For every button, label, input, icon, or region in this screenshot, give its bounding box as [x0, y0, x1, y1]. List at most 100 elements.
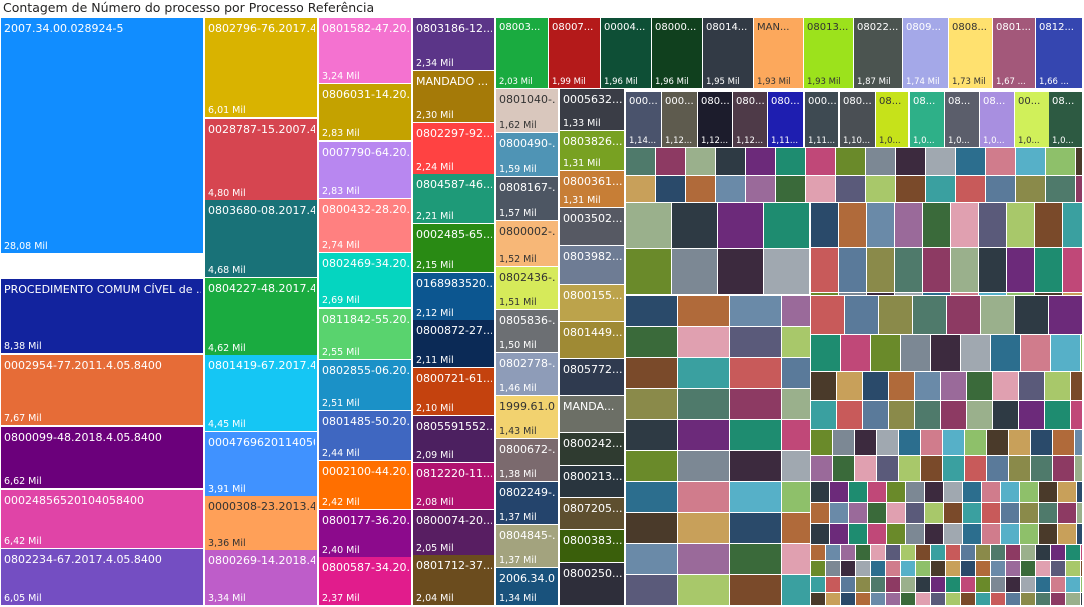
treemap-tile-small[interactable] — [906, 503, 925, 524]
treemap-tile-small[interactable] — [982, 482, 1001, 503]
treemap-tile-small[interactable] — [923, 203, 951, 248]
treemap-tile-small[interactable] — [826, 593, 841, 606]
treemap-tile-small[interactable] — [1066, 593, 1081, 606]
treemap-tile-small[interactable] — [931, 593, 946, 606]
treemap-tile-small[interactable] — [730, 451, 782, 482]
treemap-tile-small[interactable] — [686, 148, 716, 176]
treemap-tile-small[interactable] — [991, 335, 1021, 372]
treemap-tile-small[interactable] — [916, 545, 931, 561]
treemap-tile[interactable]: 0800002-... 1,52 Mil — [496, 221, 559, 267]
treemap-tile-small[interactable] — [1020, 503, 1039, 524]
treemap-tile-small[interactable] — [956, 176, 986, 203]
treemap-tile-small[interactable] — [810, 203, 811, 249]
treemap-tile-small[interactable] — [782, 420, 811, 451]
treemap-tile-small[interactable] — [626, 295, 672, 296]
treemap-tile-small[interactable] — [782, 451, 811, 482]
treemap-tile-small[interactable] — [1077, 503, 1083, 524]
treemap-tile-small[interactable] — [833, 456, 855, 482]
treemap-tile-small[interactable] — [1035, 203, 1063, 248]
treemap-tile-small[interactable] — [1006, 545, 1021, 561]
treemap-tile-small[interactable] — [839, 203, 867, 248]
treemap-tile-small[interactable] — [899, 430, 921, 456]
treemap-tile-small[interactable] — [877, 430, 899, 456]
treemap-tile-small[interactable] — [981, 296, 1015, 335]
treemap-tile-small[interactable] — [730, 358, 782, 389]
treemap-tile-small[interactable] — [1006, 593, 1021, 606]
treemap-tile[interactable]: 0802796-76.2017.4... 6,01 Mil — [205, 18, 318, 118]
treemap-tile[interactable]: MANDADO ... 2,30 Mil — [413, 71, 495, 123]
treemap-tile-small[interactable] — [626, 389, 678, 420]
treemap-tile-small[interactable] — [982, 503, 1001, 524]
treemap-tile-small[interactable] — [895, 248, 923, 293]
treemap-tile[interactable]: 0803982... — [560, 246, 625, 285]
treemap-tile-small[interactable] — [849, 482, 868, 503]
treemap-tile-small[interactable] — [841, 335, 871, 372]
treemap-tile-small[interactable] — [923, 248, 951, 293]
treemap-tile-small[interactable] — [678, 420, 730, 451]
treemap-tile-small[interactable] — [1039, 524, 1058, 545]
treemap-tile[interactable]: 000... 1,12... — [662, 92, 698, 148]
treemap-tile-small[interactable] — [849, 524, 868, 545]
treemap-tile[interactable]: 0806031-14.20... 2,83 Mil — [319, 84, 412, 141]
treemap-tile-small[interactable] — [1081, 593, 1083, 606]
treemap-tile-small[interactable] — [782, 389, 811, 420]
treemap-tile-small[interactable] — [1046, 148, 1076, 176]
treemap-tile-small[interactable] — [889, 401, 915, 430]
treemap-tile-small[interactable] — [976, 545, 991, 561]
treemap-tile-small[interactable] — [956, 148, 986, 176]
treemap-tile-small[interactable] — [931, 335, 961, 372]
treemap-tile-small[interactable] — [776, 176, 806, 203]
treemap-tile-small[interactable] — [837, 401, 863, 430]
treemap-tile-small[interactable] — [678, 358, 730, 389]
treemap-tile-small[interactable] — [1035, 293, 1063, 296]
treemap-tile-small[interactable] — [993, 401, 1019, 430]
treemap-tile-small[interactable] — [830, 482, 849, 503]
treemap-tile-small[interactable] — [672, 203, 718, 249]
treemap-tile-small[interactable] — [1076, 176, 1083, 203]
treemap-tile[interactable]: 0802297-92.... 2,24 Mil — [413, 123, 495, 175]
treemap-tile[interactable]: 08... 1,0... — [876, 92, 909, 148]
treemap-tile-small[interactable] — [863, 401, 889, 430]
treemap-tile[interactable]: 0812... 1,66 ... — [1036, 18, 1083, 89]
treemap-tile[interactable]: 0002100-44.20... 2,42 Mil — [319, 461, 412, 510]
treemap-tile[interactable]: 0002954-77.2011.4.05.8400 7,67 Mil — [1, 355, 204, 426]
treemap-tile-small[interactable] — [965, 430, 987, 456]
treemap-tile-small[interactable] — [1045, 372, 1071, 401]
treemap-tile-small[interactable] — [896, 148, 926, 176]
treemap-tile-small[interactable] — [991, 545, 1006, 561]
treemap-tile-small[interactable] — [886, 577, 901, 593]
treemap-tile[interactable]: 00024856520104058400 6,42 Mil — [1, 490, 204, 549]
treemap-tile[interactable]: 080... 1,12... — [698, 92, 733, 148]
treemap-tile-small[interactable] — [886, 545, 901, 561]
treemap-tile-small[interactable] — [678, 451, 730, 482]
treemap-tile-small[interactable] — [811, 372, 837, 401]
treemap-tile-small[interactable] — [1031, 456, 1053, 482]
treemap-tile-small[interactable] — [678, 513, 730, 544]
treemap-tile-small[interactable] — [895, 293, 923, 296]
treemap-tile-small[interactable] — [1006, 561, 1021, 577]
treemap-tile-small[interactable] — [965, 456, 987, 482]
treemap-tile-small[interactable] — [1039, 503, 1058, 524]
treemap-tile-small[interactable] — [871, 577, 886, 593]
treemap-tile-small[interactable] — [979, 293, 1007, 296]
treemap-tile-small[interactable] — [868, 482, 887, 503]
treemap-tile-small[interactable] — [837, 372, 863, 401]
treemap-tile-small[interactable] — [1051, 561, 1066, 577]
treemap-tile[interactable]: 0801040-... 1,62 Mil — [496, 89, 559, 133]
treemap-tile-small[interactable] — [925, 503, 944, 524]
treemap-tile[interactable]: 0805836-... 1,50 Mil — [496, 310, 559, 353]
treemap-tile-small[interactable] — [1071, 401, 1083, 430]
treemap-tile[interactable]: 0801712-37.... 2,04 Mil — [413, 555, 495, 606]
treemap-tile[interactable]: 0168983520... 2,12 Mil — [413, 273, 495, 321]
treemap-tile[interactable]: 080... 1,10... — [840, 92, 876, 148]
treemap-tile-small[interactable] — [811, 503, 830, 524]
treemap-tile-small[interactable] — [886, 561, 901, 577]
treemap-tile-small[interactable] — [961, 545, 976, 561]
treemap-tile[interactable]: 0800587-34.20... 2,37 Mil — [319, 557, 412, 606]
treemap-tile-small[interactable] — [1031, 430, 1053, 456]
treemap-tile[interactable]: 08... 1,0... — [1049, 92, 1083, 148]
treemap-tile-small[interactable] — [1058, 482, 1077, 503]
treemap-tile-small[interactable] — [841, 561, 856, 577]
treemap-tile-small[interactable] — [1081, 545, 1083, 561]
treemap-tile-small[interactable] — [1019, 401, 1045, 430]
